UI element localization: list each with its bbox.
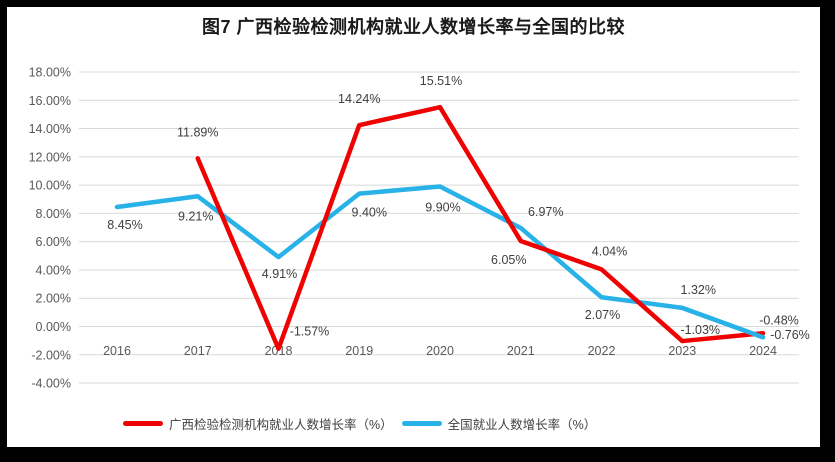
national-data-label: 6.97% [528,205,563,219]
y-axis-tick-label: -4.00% [31,377,71,391]
national-data-label: 8.45% [107,218,142,232]
y-axis-tick-label: 18.00% [29,65,71,79]
national-data-label: -0.76% [770,328,810,342]
national-data-label: 9.90% [425,201,460,215]
x-axis-tick-label: 2018 [265,344,293,358]
national-series-legend-swatch [401,420,442,426]
x-axis-tick-label: 2024 [749,344,777,358]
y-axis-tick-label: 4.00% [36,263,71,277]
guangxi-data-label: 14.24% [338,92,380,106]
y-axis-tick-label: 2.00% [36,292,71,306]
guangxi-data-label: -1.57% [290,325,330,339]
national-data-label: 4.91% [262,267,297,281]
guangxi-series-legend-swatch [123,420,163,426]
guangxi-data-label: 4.04% [592,244,627,258]
guangxi-series-line [195,104,766,351]
guangxi-data-label: -1.03% [680,323,720,337]
national-data-label: 2.07% [585,308,620,322]
guangxi-data-label: 6.05% [491,253,526,267]
national-data-label: 9.40% [352,206,387,220]
national-series-legend-label: 全国就业人数增长率（%） [447,417,597,432]
x-axis-tick-label: 2023 [668,344,696,358]
x-axis-tick-label: 2020 [426,344,454,358]
national-series-line-end-segment [680,305,766,340]
chart-background [7,7,820,447]
y-axis-tick-label: 12.00% [29,150,71,164]
national-data-label: 9.21% [178,209,213,223]
y-axis-tick-label: 0.00% [36,320,71,334]
chart-title: 图7 广西检验检测机构就业人数增长率与全国的比较 [201,17,625,37]
guangxi-data-label: 15.51% [420,74,462,88]
national-data-label: 1.32% [681,283,716,297]
guangxi-series-legend-label: 广西检验检测机构就业人数增长率（%） [169,417,393,432]
x-axis-tick-label: 2021 [507,344,535,358]
guangxi-data-label: 11.89% [177,125,218,139]
x-axis-tick-label: 2022 [588,344,616,358]
y-axis-tick-label: 8.00% [36,207,71,221]
chart-legend: 广西检验检测机构就业人数增长率（%） 全国就业人数增长率（%） [123,412,596,434]
y-axis-tick-label: 6.00% [36,235,71,249]
y-axis-tick-label: 14.00% [29,122,71,136]
x-axis-tick-label: 2017 [184,344,212,358]
x-axis-tick-label: 2016 [103,344,131,358]
x-axis-tick-label: 2019 [345,344,373,358]
guangxi-data-label: -0.48% [759,313,799,327]
y-axis-tick-label: -2.00% [31,348,71,362]
y-axis-tick-label: 16.00% [29,94,71,108]
y-axis-tick-label: 10.00% [29,179,71,193]
